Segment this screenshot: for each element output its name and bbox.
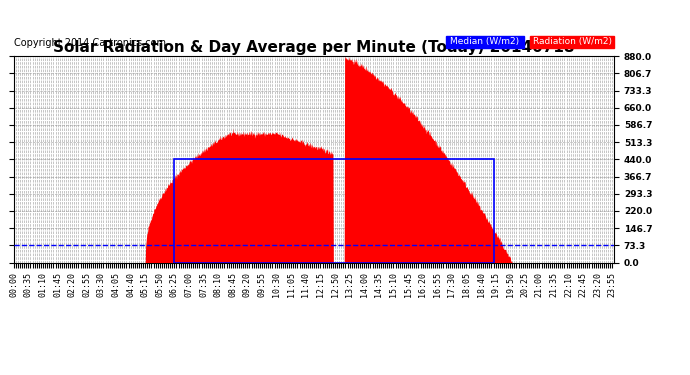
Text: Median (W/m2): Median (W/m2) [451, 38, 520, 46]
Text: Radiation (W/m2): Radiation (W/m2) [533, 38, 611, 46]
FancyBboxPatch shape [530, 36, 614, 48]
Text: Copyright 2014 Cartronics.com: Copyright 2014 Cartronics.com [14, 38, 166, 48]
FancyBboxPatch shape [446, 36, 524, 48]
Title: Solar Radiation & Day Average per Minute (Today) 20140718: Solar Radiation & Day Average per Minute… [53, 40, 575, 55]
Bar [175, 159, 493, 262]
